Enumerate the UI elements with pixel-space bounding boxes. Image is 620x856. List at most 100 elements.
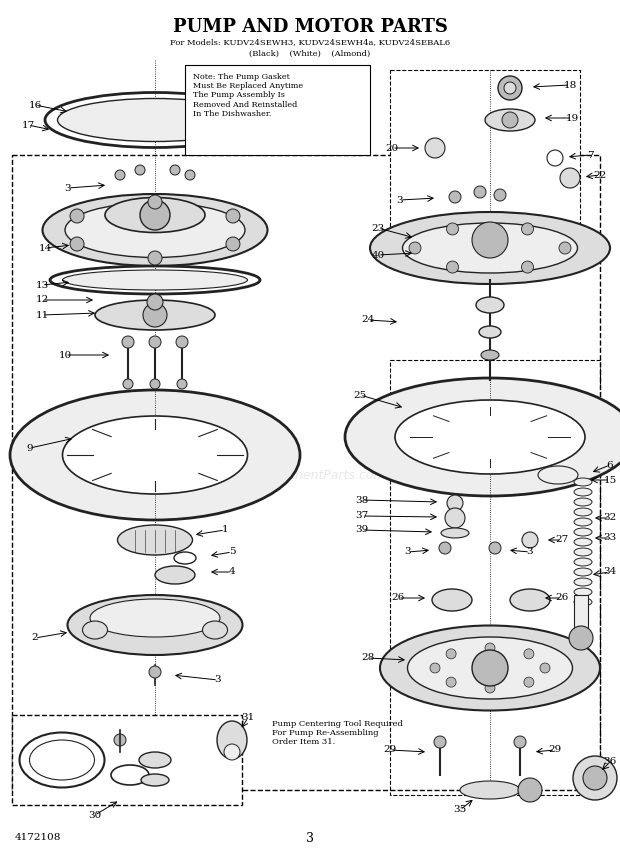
Text: 6: 6: [607, 461, 613, 469]
Circle shape: [559, 242, 571, 254]
Text: PUMP AND MOTOR PARTS: PUMP AND MOTOR PARTS: [172, 18, 448, 36]
Circle shape: [148, 195, 162, 209]
Ellipse shape: [407, 637, 572, 699]
Ellipse shape: [485, 109, 535, 131]
Circle shape: [226, 237, 240, 251]
Text: 17: 17: [21, 121, 35, 129]
Text: 13: 13: [35, 281, 48, 289]
Text: 24: 24: [361, 316, 374, 324]
Text: 32: 32: [603, 514, 617, 522]
Circle shape: [115, 170, 125, 180]
Text: 29: 29: [383, 746, 397, 754]
Ellipse shape: [432, 589, 472, 611]
Ellipse shape: [574, 598, 592, 606]
Ellipse shape: [380, 626, 600, 710]
Circle shape: [177, 379, 187, 389]
Circle shape: [447, 495, 463, 511]
Text: 35: 35: [453, 805, 467, 815]
Ellipse shape: [441, 528, 469, 538]
Text: 31: 31: [241, 714, 255, 722]
Text: 29: 29: [548, 746, 562, 754]
Ellipse shape: [574, 518, 592, 526]
Circle shape: [485, 643, 495, 653]
Circle shape: [498, 76, 522, 100]
Text: 20: 20: [386, 144, 399, 152]
Text: 26: 26: [556, 593, 569, 603]
Text: 37: 37: [355, 512, 369, 520]
Circle shape: [560, 168, 580, 188]
Circle shape: [583, 766, 607, 790]
Text: 16: 16: [29, 100, 42, 110]
Text: 4: 4: [229, 568, 236, 576]
Ellipse shape: [460, 781, 520, 799]
Text: 11: 11: [35, 311, 48, 319]
Ellipse shape: [574, 528, 592, 536]
Text: 15: 15: [603, 475, 617, 484]
Circle shape: [224, 744, 240, 760]
Ellipse shape: [345, 378, 620, 496]
Circle shape: [524, 677, 534, 687]
Text: Pump Centering Tool Required
For Pump Re-Assembling
Order Item 31.: Pump Centering Tool Required For Pump Re…: [272, 720, 403, 746]
Ellipse shape: [481, 350, 499, 360]
Circle shape: [446, 223, 459, 235]
Ellipse shape: [82, 621, 107, 639]
Text: 1: 1: [222, 526, 228, 534]
Bar: [390, 70, 580, 235]
Ellipse shape: [402, 223, 577, 273]
Text: 10: 10: [58, 350, 72, 360]
Text: 26: 26: [391, 593, 405, 603]
Circle shape: [514, 736, 526, 748]
Ellipse shape: [574, 508, 592, 516]
Circle shape: [70, 237, 84, 251]
Circle shape: [446, 677, 456, 687]
Ellipse shape: [370, 212, 610, 284]
Ellipse shape: [155, 566, 195, 584]
Text: 39: 39: [355, 526, 369, 534]
Text: 3: 3: [306, 831, 314, 845]
Ellipse shape: [43, 194, 267, 266]
Ellipse shape: [479, 326, 501, 338]
Circle shape: [409, 242, 421, 254]
Ellipse shape: [574, 498, 592, 506]
Ellipse shape: [141, 774, 169, 786]
Ellipse shape: [574, 488, 592, 496]
Ellipse shape: [63, 416, 247, 494]
Circle shape: [149, 336, 161, 348]
Circle shape: [226, 209, 240, 223]
Circle shape: [148, 251, 162, 265]
Text: 9: 9: [27, 443, 33, 453]
Ellipse shape: [574, 558, 592, 566]
Ellipse shape: [476, 297, 504, 313]
Ellipse shape: [574, 548, 592, 556]
Circle shape: [449, 191, 461, 203]
Circle shape: [430, 663, 440, 673]
Text: eReplacementParts.com: eReplacementParts.com: [234, 468, 386, 482]
Ellipse shape: [95, 300, 215, 330]
Ellipse shape: [105, 198, 205, 233]
Circle shape: [70, 209, 84, 223]
Bar: [12, 155, 600, 790]
Circle shape: [150, 379, 160, 389]
Text: 3: 3: [405, 548, 411, 556]
Circle shape: [122, 336, 134, 348]
Ellipse shape: [65, 203, 245, 258]
Bar: [185, 65, 370, 155]
Ellipse shape: [63, 270, 247, 290]
Text: 3: 3: [526, 548, 533, 556]
Text: 2: 2: [32, 633, 38, 643]
Ellipse shape: [574, 478, 592, 486]
Circle shape: [114, 734, 126, 746]
Circle shape: [140, 200, 170, 230]
Text: 4172108: 4172108: [15, 834, 61, 842]
Circle shape: [185, 170, 195, 180]
Text: 40: 40: [371, 251, 384, 259]
Circle shape: [569, 626, 593, 650]
Ellipse shape: [510, 589, 550, 611]
Circle shape: [425, 138, 445, 158]
Text: 19: 19: [565, 114, 578, 122]
Circle shape: [521, 223, 533, 235]
Text: 27: 27: [556, 536, 569, 544]
Circle shape: [494, 189, 506, 201]
Circle shape: [472, 222, 508, 258]
Ellipse shape: [574, 588, 592, 596]
